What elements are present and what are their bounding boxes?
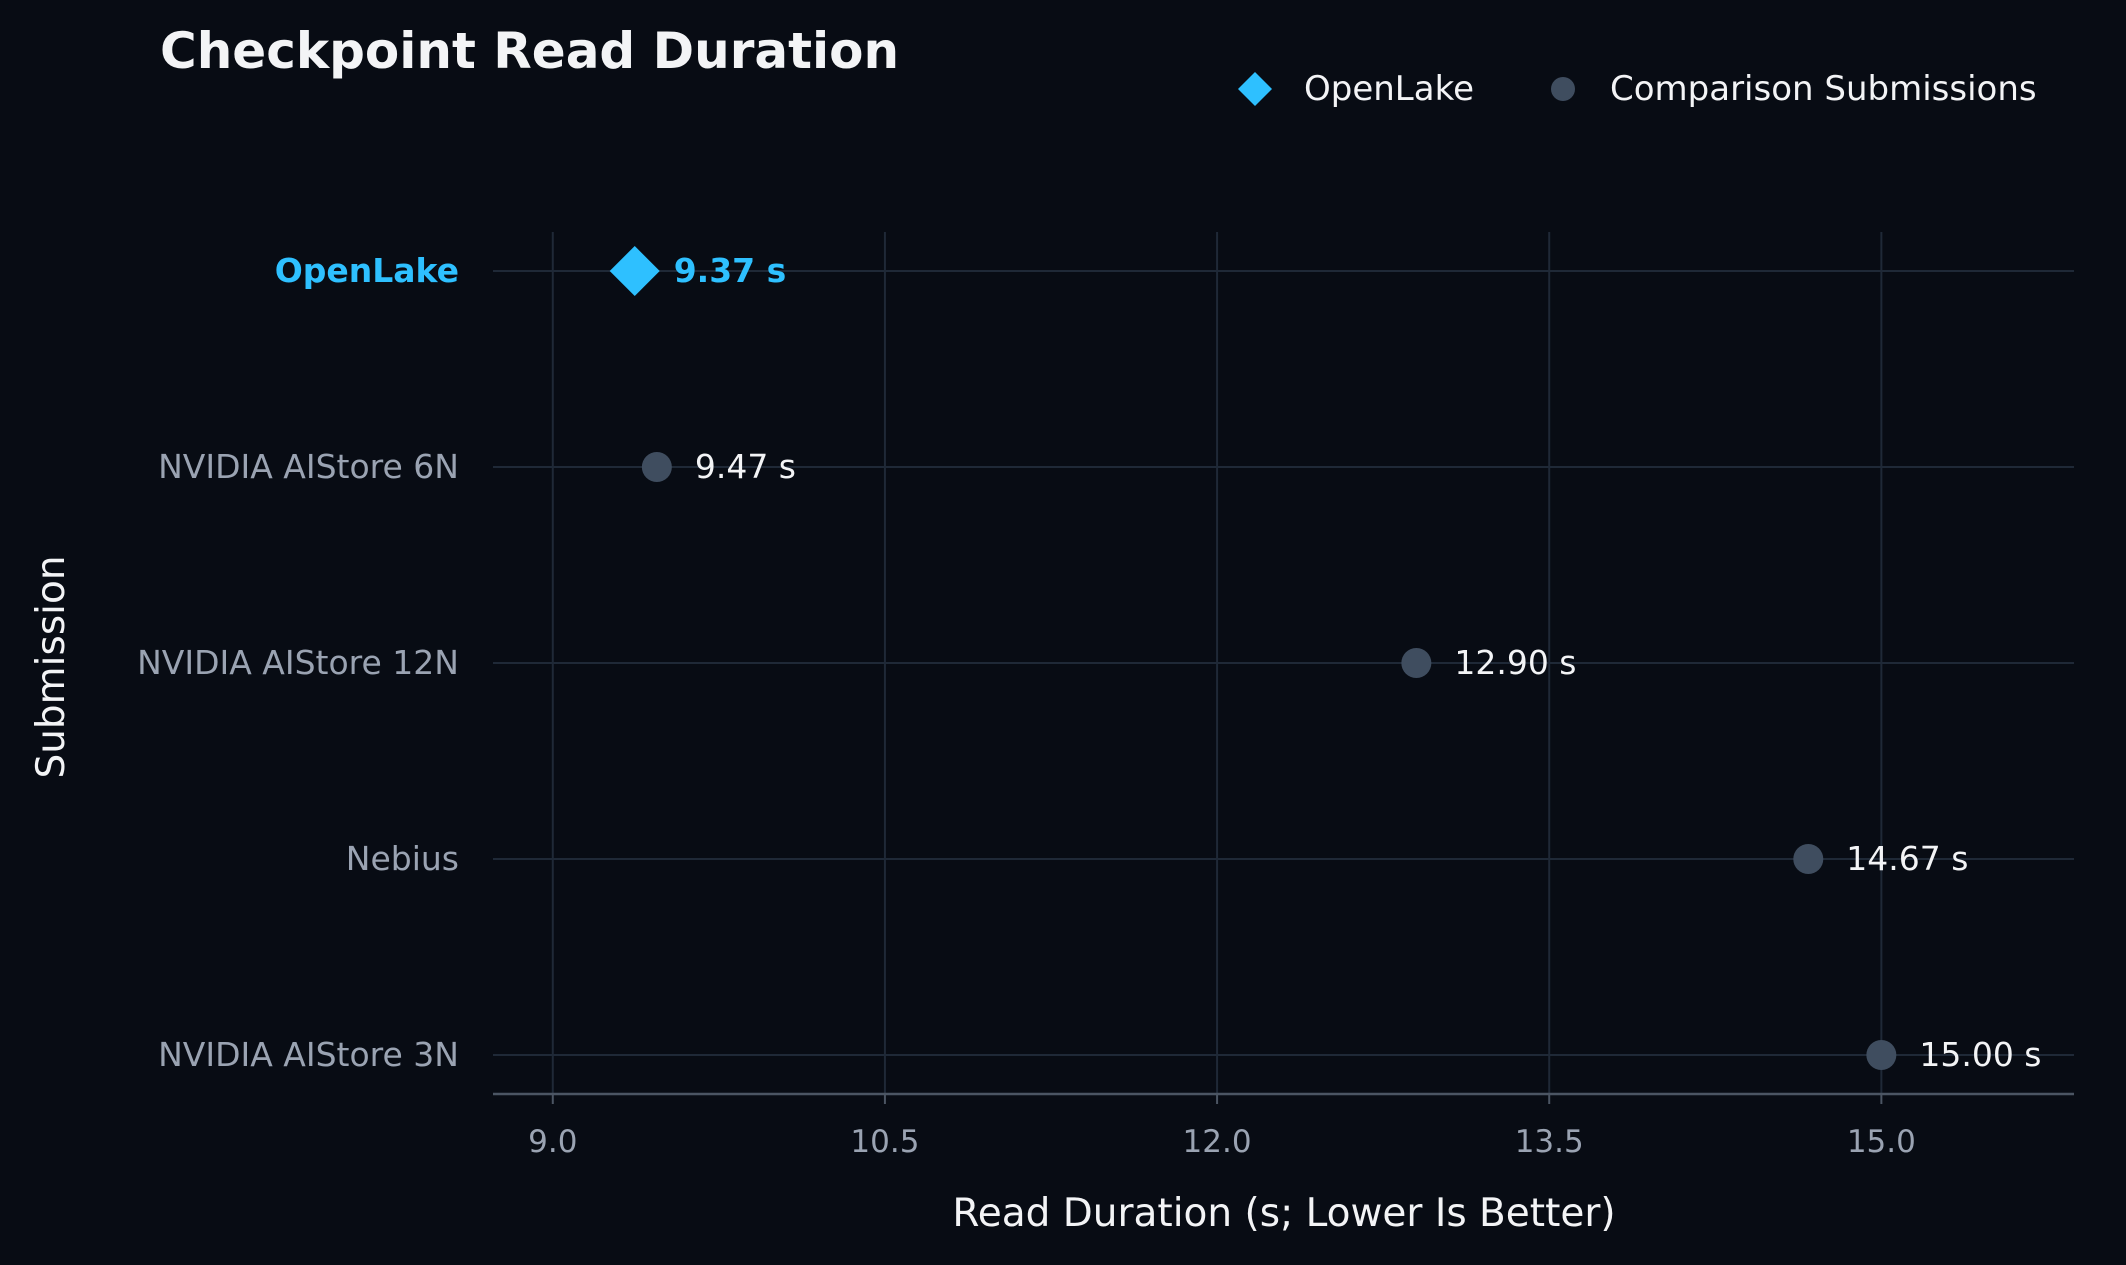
data-label: 12.90 s <box>1454 643 1576 682</box>
y-tick-label: NVIDIA AIStore 6N <box>158 447 459 486</box>
x-tick-label: 9.0 <box>528 1124 577 1160</box>
legend-openlake-label: OpenLake <box>1304 69 1474 109</box>
y-axis-label: Submission <box>29 555 74 778</box>
data-label: 9.37 s <box>674 251 787 290</box>
data-label: 9.47 s <box>695 447 796 486</box>
x-axis-label: Read Duration (s; Lower Is Better) <box>952 1191 1615 1236</box>
data-label: 14.67 s <box>1846 839 1968 878</box>
y-tick-label: NVIDIA AIStore 12N <box>137 643 459 682</box>
x-tick-label: 15.0 <box>1847 1124 1916 1160</box>
legend: OpenLake Comparison Submissions <box>1238 69 2037 109</box>
legend-openlake-marker <box>1238 72 1272 106</box>
legend-comparison-label: Comparison Submissions <box>1610 69 2037 109</box>
legend-comparison-marker <box>1551 77 1575 101</box>
comparison-marker <box>1866 1040 1897 1070</box>
grid <box>493 232 2074 1094</box>
comparison-marker <box>641 452 672 482</box>
comparison-marker <box>1793 844 1824 874</box>
y-tick-label: Nebius <box>346 839 459 878</box>
chart-title: Checkpoint Read Duration <box>160 22 899 80</box>
data-marks: 9.37 s 9.47 s 12.90 s 14.67 s 15.00 s <box>609 246 2042 1074</box>
y-tick-label: NVIDIA AIStore 3N <box>158 1035 459 1074</box>
x-tick-label: 12.0 <box>1183 1124 1252 1160</box>
axes: 9.0 10.5 12.0 13.5 15.0 OpenLake NVIDIA AIStor… <box>137 251 2074 1160</box>
openlake-marker <box>609 246 660 296</box>
x-tick-label: 10.5 <box>850 1124 919 1160</box>
comparison-marker <box>1401 648 1432 678</box>
data-label: 15.00 s <box>1919 1035 2041 1074</box>
x-tick-label: 13.5 <box>1515 1124 1584 1160</box>
y-tick-label: OpenLake <box>275 251 459 290</box>
